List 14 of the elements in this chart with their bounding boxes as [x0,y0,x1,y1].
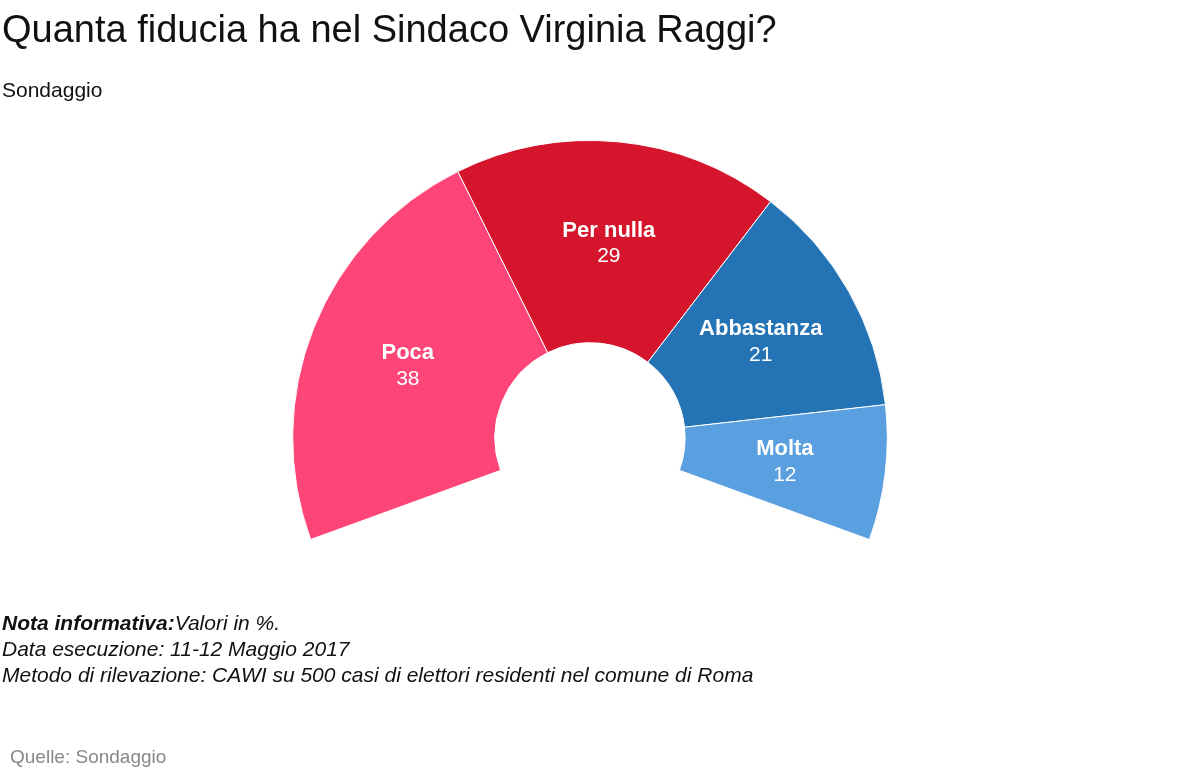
chart-title: Quanta fiducia ha nel Sindaco Virginia Raggi? [2,8,777,51]
text: Metodo di rilevazione: CAWI su 500 casi di elettori residenti nel comune di Roma [2,662,754,688]
slice-label: Per nulla [562,216,657,242]
data-label: 12 [773,461,797,485]
slice-label: Abbastanza [699,315,824,341]
slice-label: Molta [756,435,815,461]
data-label: 21 [749,341,773,365]
text: Sondaggio [2,78,103,102]
text: Data esecuzione: 11-12 Maggio 2017 [2,636,351,662]
source-note: Quelle: Sondaggio [10,746,167,768]
text: Nota informativa:Valori in %. [2,611,281,634]
slice-label: Poca [381,339,435,364]
data-label: 38 [396,365,420,389]
data-label: 29 [597,243,621,267]
